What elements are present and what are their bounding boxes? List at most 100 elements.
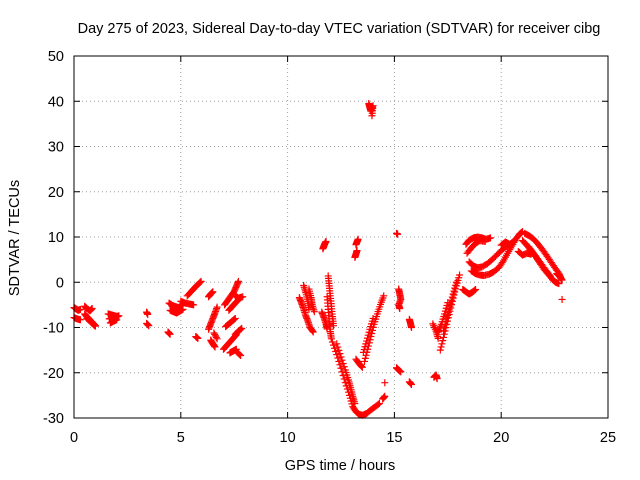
x-tick-label: 15: [386, 430, 402, 446]
data-point: [380, 292, 388, 300]
data-point: [145, 322, 153, 330]
data-point: [481, 238, 489, 246]
data-point: [440, 333, 448, 341]
data-point: [471, 286, 479, 294]
x-tick-label: 5: [177, 430, 185, 446]
data-point: [434, 334, 442, 342]
data-point: [555, 280, 563, 288]
data-point: [237, 325, 245, 333]
data-point: [445, 305, 453, 313]
data-point: [407, 381, 415, 389]
data-point: [375, 400, 383, 408]
data-point: [361, 354, 369, 362]
data-point: [368, 112, 376, 120]
data-point: [144, 310, 152, 318]
data-point: [374, 400, 382, 408]
data-point: [436, 346, 444, 354]
data-point: [331, 344, 339, 352]
data-point: [211, 343, 219, 351]
data-point: [438, 340, 446, 348]
data-point: [358, 362, 366, 370]
data-point: [179, 305, 187, 313]
data-point: [354, 235, 362, 243]
data-point: [449, 290, 457, 298]
data-point: [340, 375, 348, 383]
data-point: [545, 271, 553, 279]
data-point: [351, 400, 359, 408]
data-point: [76, 305, 84, 313]
data-point: [336, 361, 344, 369]
data-point: [558, 276, 566, 284]
data-point: [363, 337, 371, 345]
data-point: [448, 293, 456, 301]
data-point: [444, 299, 452, 307]
data-point: [407, 324, 415, 331]
data-point: [230, 316, 238, 324]
data-point: [334, 354, 342, 362]
data-point: [510, 237, 518, 245]
y-tick-label: 30: [48, 140, 64, 156]
data-point: [322, 238, 330, 246]
data-point: [397, 368, 405, 376]
data-point: [236, 351, 244, 359]
data-point: [396, 304, 404, 312]
x-axis-label: GPS time / hours: [285, 458, 395, 474]
data-point: [197, 277, 205, 285]
data-point: [330, 341, 338, 349]
data-point: [213, 303, 221, 311]
data-point: [190, 301, 198, 309]
data-point: [338, 356, 346, 364]
data-point: [358, 363, 366, 371]
data-point: [437, 343, 445, 351]
chart-title: Day 275 of 2023, Sidereal Day-to-day VTE…: [78, 21, 601, 37]
data-point: [166, 330, 174, 338]
data-point: [333, 351, 341, 359]
axis-ticks: [73, 55, 609, 419]
data-point: [194, 334, 202, 342]
data-point: [518, 228, 526, 236]
data-point: [448, 296, 456, 304]
data-point: [450, 287, 458, 295]
data-point: [360, 357, 368, 365]
data-point: [232, 345, 240, 353]
data-point: [394, 230, 402, 238]
data-point: [113, 316, 121, 324]
data-point: [239, 293, 247, 301]
data-point: [365, 328, 373, 336]
y-axis-label: SDTVAR / TECUs: [7, 180, 23, 296]
data-point: [88, 304, 96, 312]
data-point: [439, 337, 447, 345]
data-point: [440, 330, 448, 338]
data-point: [498, 259, 506, 267]
data-point: [212, 332, 220, 340]
data-point: [115, 312, 123, 320]
data-point: [452, 278, 460, 286]
data-point: [472, 285, 480, 293]
data-point: [234, 277, 242, 285]
data-point: [327, 335, 335, 343]
data-point: [456, 271, 464, 279]
data-point: [337, 364, 345, 372]
data-point: [238, 324, 246, 332]
data-point: [230, 315, 238, 323]
data-point: [328, 338, 336, 346]
x-tick-label: 25: [600, 430, 616, 446]
data-point: [364, 331, 372, 339]
data-point: [337, 353, 345, 361]
x-tick-label: 0: [70, 430, 78, 446]
y-tick-label: 10: [48, 230, 64, 246]
y-tick-label: -20: [43, 366, 64, 382]
data-point: [235, 350, 243, 358]
data-point: [381, 392, 389, 400]
data-point: [209, 288, 217, 296]
data-point: [363, 334, 371, 342]
data-point: [433, 375, 441, 383]
data-point: [546, 272, 554, 280]
data-point: [332, 347, 340, 355]
data-point: [446, 302, 454, 310]
data-point: [340, 363, 348, 371]
y-tick-label: 40: [48, 94, 64, 110]
data-point: [309, 328, 317, 336]
data-point: [487, 234, 495, 242]
